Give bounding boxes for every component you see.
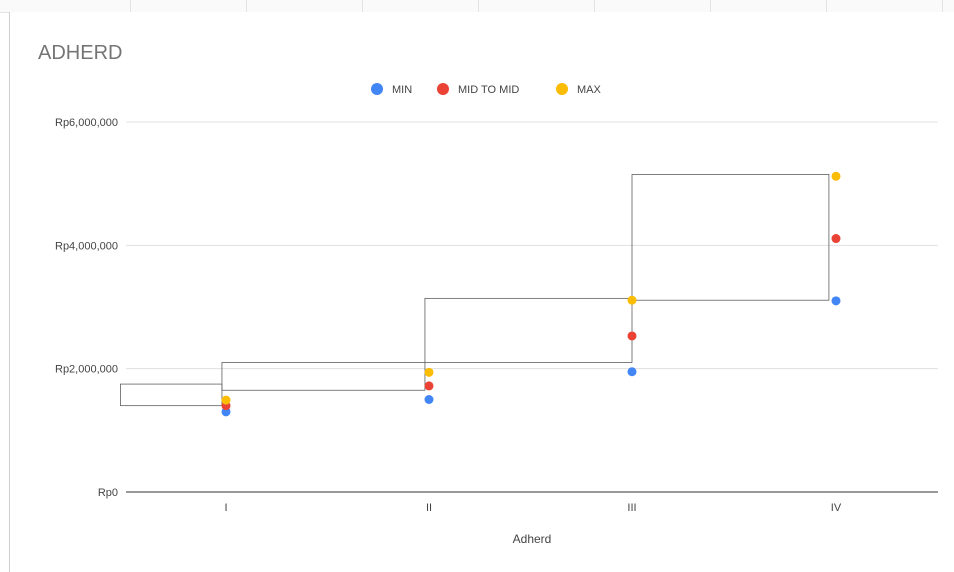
range-box (631, 174, 830, 301)
chart-title: ADHERD (38, 42, 122, 64)
legend-marker (371, 83, 383, 95)
x-axis-ticks: I II III IV (224, 502, 841, 514)
x-tick-label: I (224, 502, 227, 514)
range-box (120, 383, 223, 407)
legend-marker (556, 83, 568, 95)
range-boxes (120, 174, 830, 407)
data-point-mid-to-mid[interactable] (424, 381, 434, 391)
chart-gridlines: Rp0 Rp2,000,000 Rp4,000,000 Rp6,000,000 (55, 117, 938, 499)
data-point-mid-to-mid[interactable] (831, 234, 841, 244)
data-point-min[interactable] (424, 395, 434, 404)
chart-legend[interactable]: MIN MID TO MID MAX (371, 83, 602, 96)
y-tick-label: Rp6,000,000 (55, 117, 118, 129)
data-point-min[interactable] (221, 407, 231, 417)
data-points[interactable] (221, 171, 841, 417)
x-tick-label: III (627, 502, 636, 514)
data-point-max[interactable] (831, 171, 841, 181)
legend-label: MIN (392, 84, 412, 96)
spreadsheet-grid-line (942, 0, 943, 12)
x-axis-title: Adherd (513, 532, 552, 546)
data-point-max[interactable] (627, 295, 637, 305)
adherd-chart[interactable]: ADHERD MIN MID TO MID MAX Rp0Rp2,000,000Rp… (10, 12, 954, 572)
spreadsheet-grid-line (362, 0, 363, 12)
spreadsheet-grid-line (130, 0, 131, 12)
data-point-max[interactable] (424, 367, 434, 377)
y-tick-label: Rp0 (98, 487, 118, 499)
spreadsheet-grid-line (246, 0, 247, 12)
spreadsheet-grid-line (594, 0, 595, 12)
spreadsheet-grid-line (710, 0, 711, 12)
data-point-min[interactable] (627, 367, 637, 377)
range-box (221, 362, 426, 391)
y-tick-label: Rp4,000,000 (55, 240, 118, 252)
chart-container[interactable]: ADHERD MIN MID TO MID MAX Rp0 Rp2,000,000 Rp… (9, 12, 954, 572)
x-tick-label: IV (831, 502, 842, 514)
data-point-mid-to-mid[interactable] (627, 331, 637, 341)
data-point-max[interactable] (221, 395, 231, 405)
x-tick-label: II (426, 502, 432, 514)
spreadsheet-grid-line (478, 0, 479, 12)
legend-label: MAX (577, 84, 602, 96)
legend-label: MID TO MID (458, 84, 519, 96)
data-point-min[interactable] (831, 296, 841, 306)
range-box (424, 297, 633, 363)
y-tick-label: Rp2,000,000 (55, 364, 118, 376)
spreadsheet-grid-line (826, 0, 827, 12)
legend-marker (437, 83, 449, 95)
